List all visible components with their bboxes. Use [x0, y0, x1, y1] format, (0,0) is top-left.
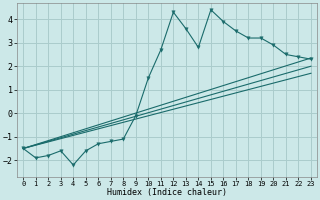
X-axis label: Humidex (Indice chaleur): Humidex (Indice chaleur) [107, 188, 227, 197]
